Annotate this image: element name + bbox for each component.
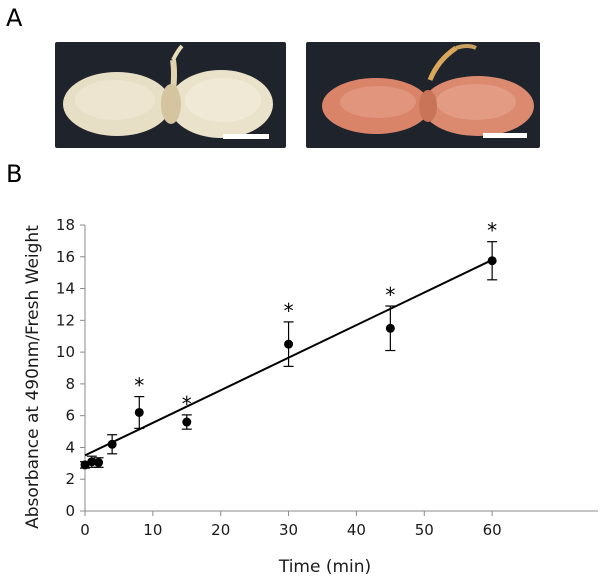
significance-mark: * [385,283,395,307]
significance-mark: * [134,374,144,398]
x-tick-label: 50 [415,521,434,539]
data-point [182,417,192,427]
x-tick-label: 40 [347,521,366,539]
panel-a-label: A [6,4,23,32]
significance-mark: * [182,392,192,416]
y-tick-label: 16 [56,248,75,266]
photo-stained-seedling [306,42,540,148]
data-point [87,457,97,467]
y-tick-label: 14 [56,280,75,298]
panel-b-label: B [6,160,23,188]
x-tick-label: 20 [211,521,230,539]
pale-seedling-image [55,42,286,148]
x-tick-label: 10 [143,521,162,539]
y-tick-label: 8 [65,375,75,393]
y-tick-label: 12 [56,311,75,329]
y-tick-label: 18 [56,216,75,234]
x-tick-label: 60 [483,521,502,539]
chart-axes [84,225,598,512]
y-tick-label: 2 [65,470,75,488]
stained-seedling-image [306,42,540,148]
data-point [107,439,117,449]
photo-pale-seedling [55,42,286,148]
y-tick-label: 6 [65,407,75,425]
data-point [487,256,497,266]
y-axis-title: Absorbance at 490nm/Fresh Weight [23,225,43,529]
chart-points-group: * * * * * [80,219,498,470]
significance-mark: * [284,299,294,323]
x-tick-label: 30 [279,521,298,539]
x-tick-label: 0 [80,521,90,539]
data-point [284,339,294,349]
data-point [94,458,104,468]
y-tick-label: 10 [56,343,75,361]
x-axis-title: Time (min) [278,557,371,576]
y-tick-label: 0 [65,502,75,520]
y-tick-label: 4 [65,438,75,456]
chart-ticks: 0 2 4 6 8 10 12 14 16 18 0 10 20 30 40 50 60 [56,216,502,539]
data-point [385,323,395,333]
data-point [134,407,144,417]
significance-mark: * [487,219,497,243]
